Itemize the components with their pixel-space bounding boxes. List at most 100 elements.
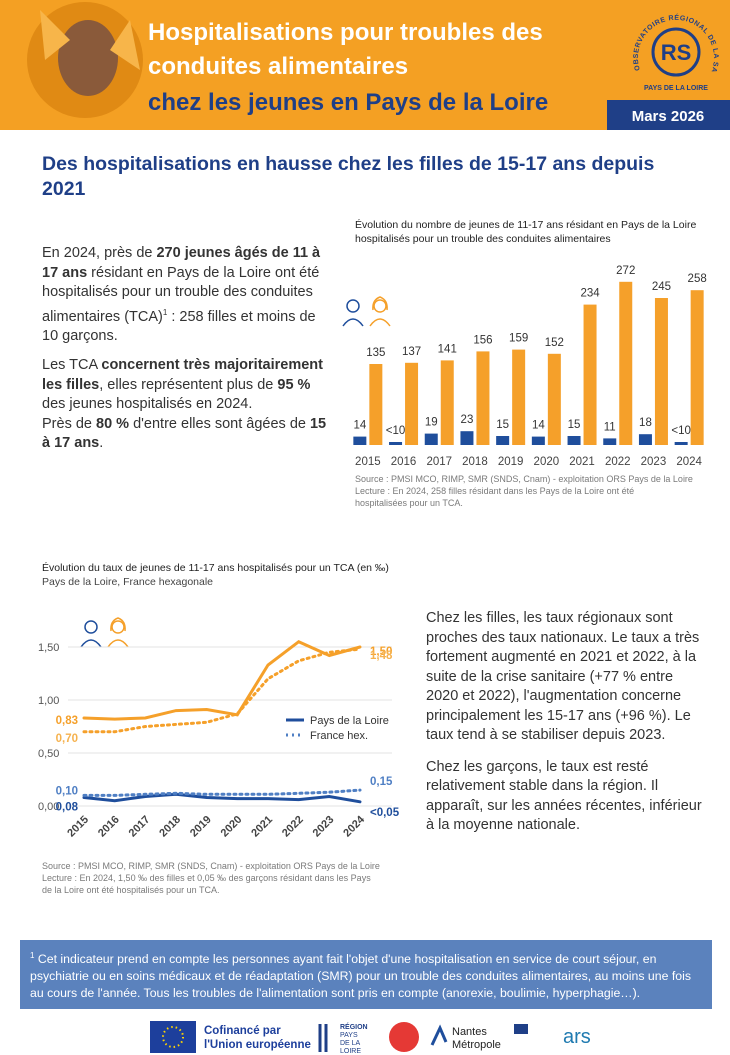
- icon-girl: [107, 617, 129, 648]
- ars-logo: ars: [563, 1026, 591, 1048]
- data-label: 234: [580, 288, 600, 300]
- region-text: LOIRE: [340, 1048, 361, 1055]
- data-label: 11: [604, 421, 616, 433]
- x-tick-label: 2019: [498, 456, 524, 468]
- header-subtitle: chez les jeunes en Pays de la Loire: [148, 89, 548, 116]
- bar: [405, 362, 419, 445]
- bold-text: 270 jeunes âgés de 11 à 17 ans: [42, 245, 321, 281]
- line: [82, 639, 362, 721]
- chart-title: Évolution du taux de jeunes de 11-17 ans…: [42, 562, 389, 574]
- x-tick-label: 2015: [65, 814, 91, 840]
- legend-label: France hex.: [310, 730, 368, 742]
- icon-boy: [80, 620, 102, 648]
- bar: [567, 436, 581, 445]
- bar: [690, 290, 704, 445]
- text: des jeunes hospitalisés en 2024.: [42, 396, 253, 413]
- paragraph: Chez les garçons, le taux est resté rela…: [426, 758, 708, 836]
- commentary: Chez les filles, les taux régionaux sont…: [426, 609, 708, 846]
- legend-label: Pays de la Loire: [310, 715, 389, 727]
- paragraph: 1 Cet indicateur prend en compte les per…: [30, 947, 702, 1002]
- data-label: <10: [671, 425, 691, 437]
- line: [82, 792, 362, 804]
- text: d'entre elles sont âgées de: [129, 415, 310, 432]
- bar: [638, 434, 652, 445]
- bar: [496, 436, 510, 445]
- intro-text: En 2024, près de 270 jeunes âgés de 11 à…: [42, 244, 334, 464]
- source-line: Source : PMSI MCO, RIMP, SMR (SNDS, Cnam…: [355, 474, 693, 484]
- x-tick-label: 2020: [219, 814, 245, 840]
- bar: [476, 351, 490, 445]
- data-label: <0,05: [370, 807, 400, 819]
- data-label: 159: [509, 333, 528, 345]
- footnote: 1 Cet indicateur prend en compte les per…: [20, 940, 712, 1010]
- icon-boy: [342, 299, 364, 327]
- x-tick-label: 2021: [569, 456, 595, 468]
- data-label: 156: [473, 334, 492, 346]
- region-mark: [318, 1024, 328, 1052]
- data-label: 0,10: [56, 785, 78, 797]
- text: , elles représentent plus de: [99, 376, 278, 393]
- data-label: 137: [402, 346, 421, 358]
- text: En 2024, près de: [42, 245, 157, 261]
- republique-logo: [514, 1024, 528, 1034]
- chart-source: Source : PMSI MCO, RIMP, SMR (SNDS, Cnam…: [355, 473, 715, 509]
- bar: [603, 438, 617, 445]
- data-label: 15: [568, 419, 581, 431]
- data-label: 1,48: [370, 650, 393, 662]
- nantes-text: Métropole: [452, 1039, 501, 1051]
- bar: [547, 353, 561, 445]
- photo-face: [58, 20, 118, 96]
- text: Cet indicateur prend en compte les perso…: [30, 952, 691, 1001]
- data-label: 141: [438, 343, 457, 355]
- x-tick-label: 2018: [157, 814, 183, 840]
- bar: [654, 298, 668, 445]
- data-label: 0,15: [370, 776, 393, 788]
- text: 1: [30, 951, 35, 960]
- data-label: 14: [353, 420, 366, 432]
- x-tick-label: 2017: [127, 814, 153, 840]
- x-tick-label: 2022: [280, 814, 306, 840]
- header-title: conduites alimentaires: [148, 53, 408, 80]
- paragraph: Les TCA concernent très majoritairement …: [42, 356, 334, 415]
- data-label: 0,83: [56, 715, 78, 727]
- section-title: Des hospitalisations en hausse chez les …: [42, 153, 655, 200]
- x-tick-label: 2023: [641, 456, 667, 468]
- bold-text: concernent très majoritairement les fill…: [42, 357, 323, 393]
- bar: [619, 281, 633, 445]
- text: Chez les garçons, le taux est resté rela…: [426, 758, 702, 834]
- logo-bottom: PAYS DE LA LOIRE: [644, 85, 708, 92]
- text: résidant en Pays de la Loire ont été hos…: [42, 264, 320, 325]
- bar: [440, 360, 454, 445]
- icon-girl: [369, 296, 391, 327]
- paragraph: Près de 80 % d'entre elles sont âgées de…: [42, 415, 334, 454]
- text: Chez les filles, les taux régionaux sont…: [426, 610, 700, 743]
- x-tick-label: 2024: [341, 813, 367, 839]
- x-tick-label: 2022: [605, 456, 631, 468]
- y-tick-label: 1,00: [38, 695, 59, 707]
- bar: [369, 364, 383, 445]
- x-tick-label: 2016: [391, 456, 417, 468]
- photo-paper: [40, 10, 140, 70]
- data-label: 135: [366, 347, 385, 359]
- eu-flag: [150, 1021, 196, 1053]
- bold-text: 80 %: [96, 415, 130, 432]
- y-tick-label: 0,50: [38, 748, 59, 760]
- text: Les TCA: [42, 357, 102, 374]
- line: [82, 647, 362, 734]
- data-label: 245: [652, 281, 671, 293]
- bar: [389, 442, 403, 445]
- logo-circle: [651, 27, 701, 77]
- data-label: 272: [616, 265, 635, 277]
- eu-text: Cofinancé par: [204, 1025, 281, 1037]
- nantes-mark: [430, 1024, 448, 1046]
- x-tick-label: 2023: [311, 814, 337, 840]
- x-tick-label: 2016: [96, 814, 122, 840]
- nantes-text: Nantes: [452, 1026, 487, 1038]
- y-tick-label: 0,00: [38, 801, 59, 813]
- data-label: <10: [386, 425, 406, 437]
- data-label: 14: [532, 420, 545, 432]
- text: 1: [162, 307, 168, 317]
